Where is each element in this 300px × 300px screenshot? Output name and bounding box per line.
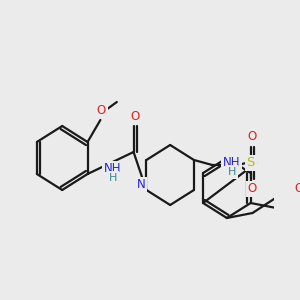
Text: O: O	[248, 182, 256, 196]
Text: O: O	[130, 110, 140, 122]
Text: N: N	[136, 178, 145, 191]
Text: NH: NH	[223, 155, 240, 169]
Text: O: O	[248, 130, 256, 143]
Text: H: H	[109, 173, 118, 183]
Text: H: H	[228, 167, 236, 177]
Text: O: O	[295, 182, 300, 194]
Text: O: O	[97, 103, 106, 116]
Text: S: S	[247, 157, 255, 169]
Text: NH: NH	[103, 163, 121, 176]
